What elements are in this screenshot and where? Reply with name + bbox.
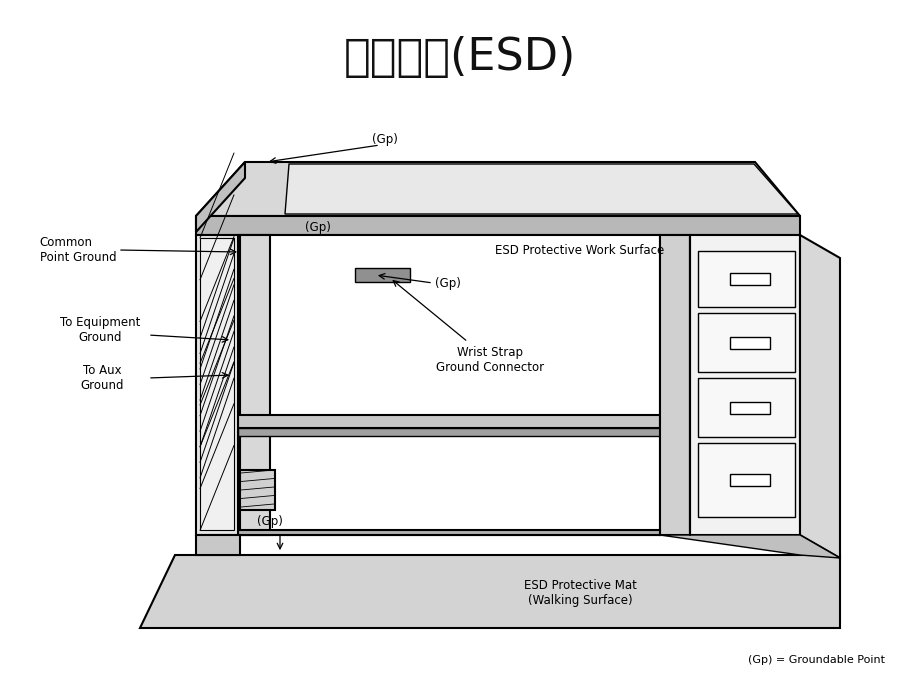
Polygon shape [698, 251, 794, 307]
Polygon shape [698, 313, 794, 372]
Text: ESD Protective Work Surface: ESD Protective Work Surface [494, 244, 664, 257]
Polygon shape [659, 235, 689, 535]
Text: (Gp): (Gp) [256, 515, 283, 529]
Polygon shape [196, 235, 238, 535]
Polygon shape [196, 162, 244, 232]
Polygon shape [698, 443, 794, 517]
Polygon shape [238, 428, 659, 436]
Polygon shape [729, 402, 769, 413]
Polygon shape [285, 164, 797, 214]
Polygon shape [729, 273, 769, 285]
Polygon shape [698, 378, 794, 437]
Polygon shape [140, 555, 839, 628]
Polygon shape [196, 216, 800, 235]
Text: (Gp) = Groundable Point: (Gp) = Groundable Point [747, 655, 884, 665]
Text: (Gp): (Gp) [371, 133, 398, 146]
Text: Common
Point Ground: Common Point Ground [40, 236, 116, 264]
Polygon shape [729, 474, 769, 486]
Polygon shape [196, 535, 240, 555]
Text: (Gp): (Gp) [435, 277, 460, 290]
Polygon shape [800, 235, 839, 558]
Text: To Equipment
Ground: To Equipment Ground [60, 316, 140, 344]
Polygon shape [238, 415, 659, 428]
Polygon shape [729, 337, 769, 348]
Polygon shape [199, 238, 233, 530]
Text: (Gp): (Gp) [305, 221, 331, 235]
Polygon shape [240, 235, 269, 535]
Text: 靜電防護(ESD): 靜電防護(ESD) [344, 37, 575, 79]
Polygon shape [689, 235, 800, 535]
Polygon shape [355, 268, 410, 282]
Polygon shape [238, 235, 659, 535]
Text: ESD Protective Mat
(Walking Surface): ESD Protective Mat (Walking Surface) [523, 579, 636, 607]
Polygon shape [238, 530, 659, 535]
Text: Wrist Strap
Ground Connector: Wrist Strap Ground Connector [436, 346, 543, 374]
Polygon shape [196, 162, 800, 216]
Text: To Aux
Ground: To Aux Ground [80, 364, 124, 392]
Polygon shape [244, 178, 269, 510]
Polygon shape [240, 470, 275, 510]
Polygon shape [659, 535, 839, 558]
